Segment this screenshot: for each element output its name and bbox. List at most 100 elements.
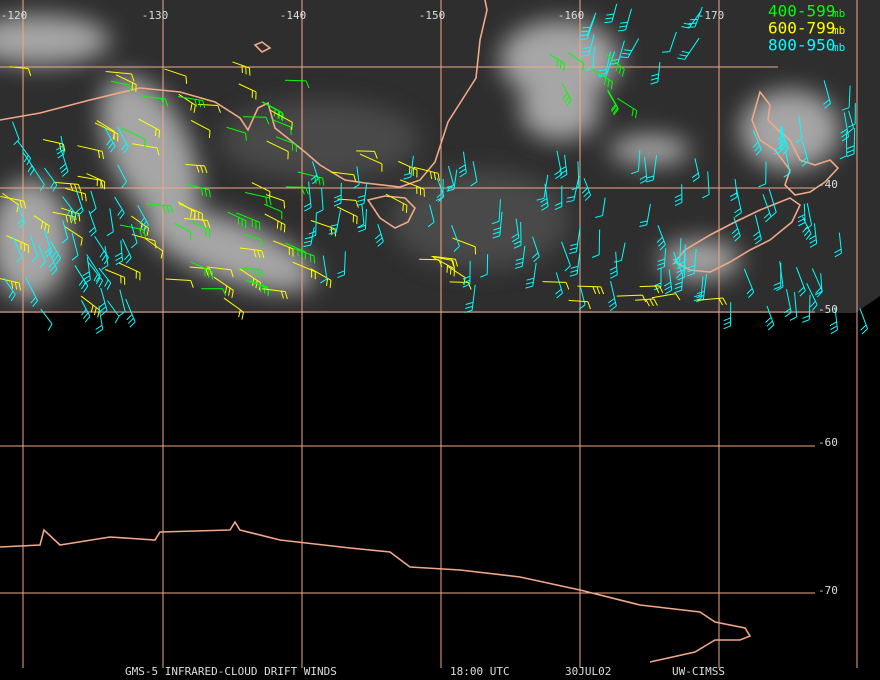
wind-barb xyxy=(806,282,818,311)
latitude-label: -40 xyxy=(818,178,838,191)
wind-barb xyxy=(74,265,89,293)
wind-barb xyxy=(285,186,309,195)
wind-barb xyxy=(795,267,806,297)
wind-barb xyxy=(805,203,813,230)
wind-barb xyxy=(94,236,109,265)
latitude-labels: -40 -50 -60 -70 xyxy=(818,178,838,597)
wind-barb xyxy=(328,209,342,235)
wind-barb xyxy=(30,235,39,262)
wind-barb xyxy=(9,66,32,76)
wind-barb xyxy=(64,226,83,246)
wind-barb xyxy=(62,196,77,222)
wind-barb xyxy=(284,79,310,89)
wind-barb xyxy=(98,267,112,290)
wind-barb xyxy=(303,181,312,212)
wind-barb xyxy=(190,221,211,238)
wind-barb xyxy=(458,151,467,178)
wind-barb xyxy=(56,135,65,159)
wind-barb xyxy=(86,173,106,190)
wind-barb xyxy=(777,125,787,149)
wind-barb xyxy=(262,288,288,300)
wind-barb xyxy=(333,182,342,207)
wind-barb xyxy=(674,269,684,294)
wind-barb xyxy=(555,272,563,299)
wind-barb xyxy=(567,51,585,72)
wind-barb xyxy=(618,8,632,32)
wind-barb xyxy=(542,281,570,290)
wind-barb xyxy=(598,51,612,76)
wind-barb xyxy=(374,224,384,247)
wind-barb xyxy=(840,112,850,142)
wind-barb xyxy=(164,68,188,84)
wind-barb xyxy=(571,161,580,191)
wind-barb xyxy=(452,237,477,255)
wind-barb xyxy=(17,140,32,166)
legend-unit: mb xyxy=(832,41,845,54)
wind-barb xyxy=(330,171,357,183)
wind-barb xyxy=(451,224,460,252)
wind-barb xyxy=(687,6,703,28)
wind-barb xyxy=(532,236,540,262)
wind-barb xyxy=(681,10,702,29)
wind-barb xyxy=(297,171,325,186)
wind-barb xyxy=(38,244,46,268)
footer-source: UW-CIMSS xyxy=(672,665,725,678)
wind-barb xyxy=(232,61,251,76)
wind-barb xyxy=(554,150,563,180)
wind-barb xyxy=(115,74,137,93)
wind-barb xyxy=(264,213,286,233)
footer-date: 30JUL02 xyxy=(565,665,611,678)
wind-barb xyxy=(310,161,319,185)
wind-barb xyxy=(80,299,91,323)
wind-barb xyxy=(663,269,673,295)
wind-barb xyxy=(197,103,221,113)
wind-barb xyxy=(731,216,741,242)
wind-barb xyxy=(44,167,58,192)
wind-barb xyxy=(101,246,109,270)
wind-barb xyxy=(142,95,169,107)
wind-barb xyxy=(117,126,129,154)
wind-barb xyxy=(802,294,811,323)
wind-barb xyxy=(266,140,289,160)
wind-barb xyxy=(399,179,425,197)
wind-barb xyxy=(89,190,97,214)
wind-barb xyxy=(794,116,803,144)
wind-barb xyxy=(272,119,292,135)
wind-barb xyxy=(752,130,762,156)
wind-barb xyxy=(631,150,641,175)
wind-barb xyxy=(292,247,316,264)
wind-barb xyxy=(43,229,53,258)
longitude-label: -170 xyxy=(698,9,725,22)
wind-barb xyxy=(242,116,270,125)
wind-barb xyxy=(829,307,838,335)
wind-barb xyxy=(536,174,549,201)
wind-barb xyxy=(47,249,58,276)
wind-barb xyxy=(213,276,234,298)
wind-barb xyxy=(513,221,522,249)
wind-barb xyxy=(80,295,100,318)
wind-barb xyxy=(173,222,192,240)
wind-barb xyxy=(859,308,868,335)
wind-barb xyxy=(245,280,270,295)
wind-barb xyxy=(433,257,456,277)
wind-barb xyxy=(190,261,213,280)
wind-barb xyxy=(138,118,161,139)
wind-barb xyxy=(511,218,520,243)
wind-barb xyxy=(650,62,661,85)
wind-barb xyxy=(773,262,782,290)
grid xyxy=(0,0,858,668)
wind-barb xyxy=(25,277,38,307)
wind-barb xyxy=(554,185,563,210)
wind-barb xyxy=(514,245,526,269)
wind-barb xyxy=(265,194,286,209)
wind-barb xyxy=(270,109,293,130)
wind-barb xyxy=(800,141,809,167)
wind-barb xyxy=(178,203,203,222)
wind-barb xyxy=(491,199,501,225)
wind-barb xyxy=(617,97,638,119)
wind-barb xyxy=(802,216,812,240)
wind-barb xyxy=(758,161,767,188)
wind-barb xyxy=(61,220,69,244)
legend-label: 600-799 xyxy=(768,19,835,38)
wind-barb xyxy=(110,80,132,93)
